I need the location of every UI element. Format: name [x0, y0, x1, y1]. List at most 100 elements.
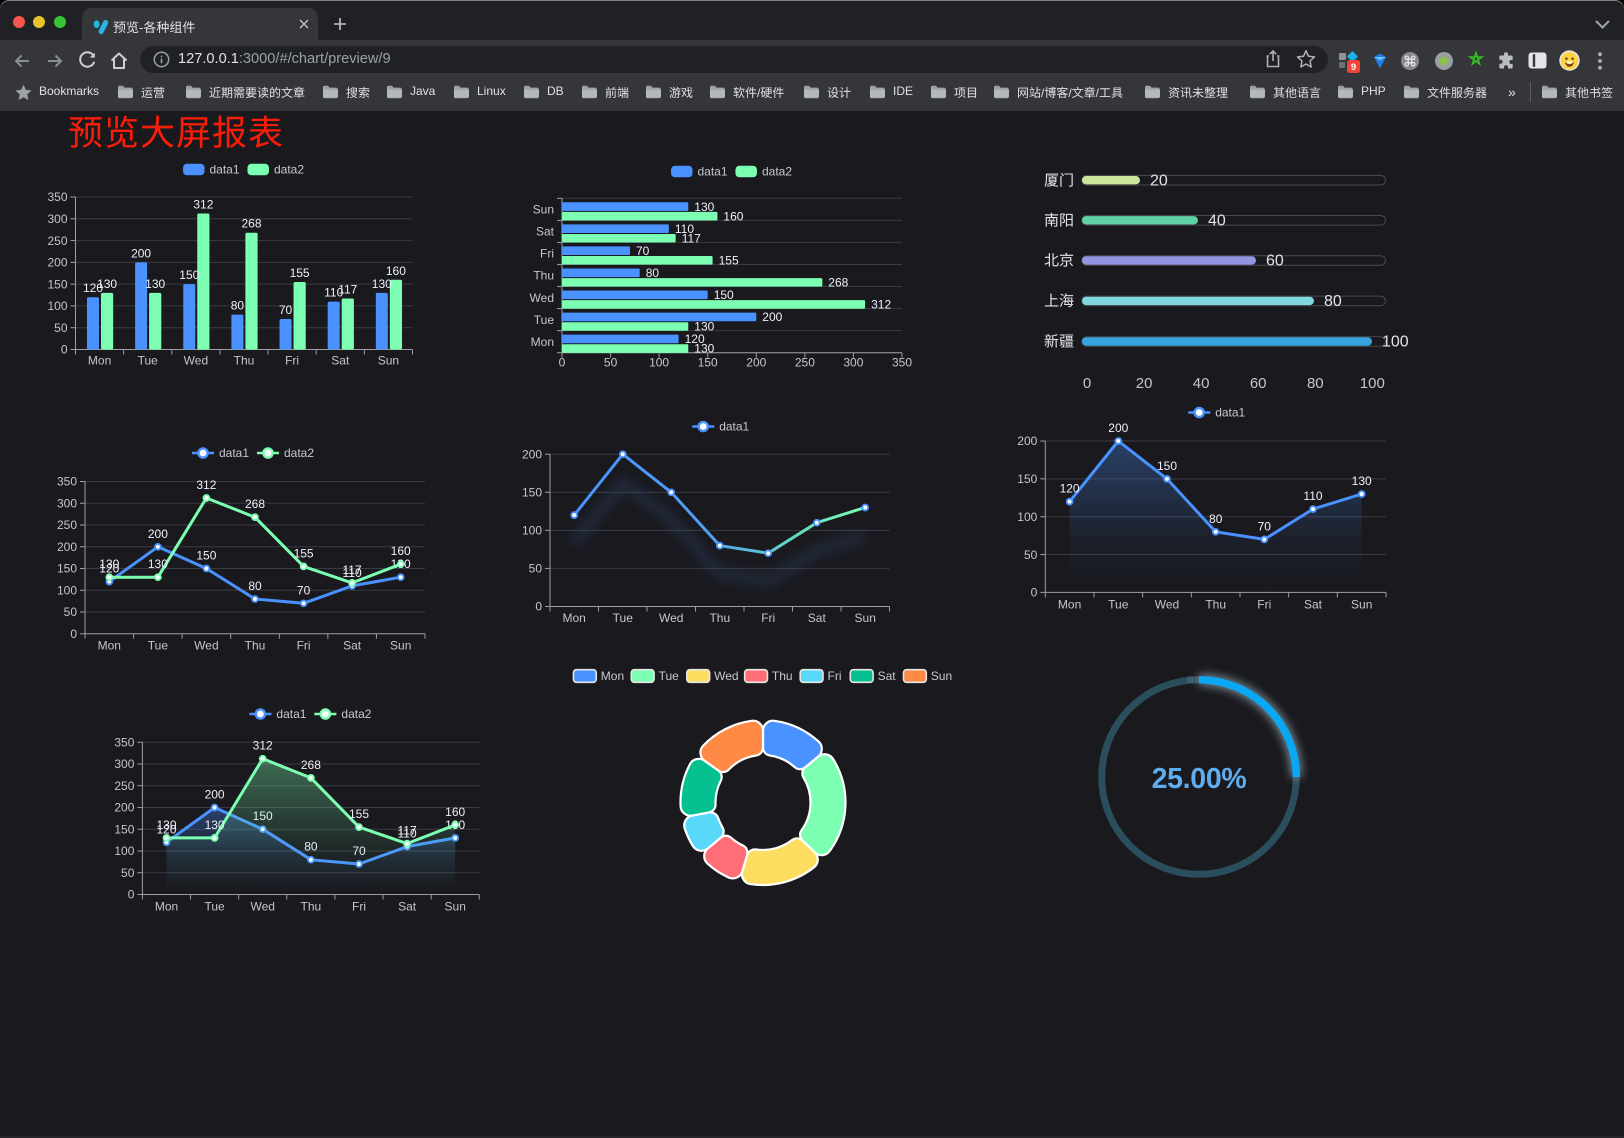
svg-text:Fri: Fri: [540, 247, 554, 261]
svg-text:Thu: Thu: [234, 354, 255, 368]
svg-text:110: 110: [343, 566, 362, 580]
svg-text:Sat: Sat: [1304, 598, 1323, 612]
svg-text:南阳: 南阳: [1044, 213, 1074, 230]
svg-text:Sat: Sat: [536, 225, 555, 239]
svg-text:新疆: 新疆: [1044, 334, 1074, 351]
svg-text:Fri: Fri: [761, 611, 775, 625]
svg-text:Mon: Mon: [88, 354, 111, 368]
svg-text:150: 150: [57, 562, 77, 576]
svg-text:268: 268: [301, 758, 321, 772]
svg-text:117: 117: [398, 824, 417, 838]
svg-text:150: 150: [1157, 459, 1177, 473]
svg-text:200: 200: [114, 801, 134, 815]
svg-text:Sat: Sat: [878, 669, 897, 683]
svg-text:Sun: Sun: [855, 611, 876, 625]
svg-text:350: 350: [57, 475, 77, 489]
svg-text:Mon: Mon: [531, 335, 554, 349]
svg-text:200: 200: [1108, 421, 1128, 435]
svg-text:上海: 上海: [1044, 293, 1074, 310]
svg-text:Tue: Tue: [659, 669, 680, 683]
svg-text:Sun: Sun: [1351, 598, 1372, 612]
svg-text:110: 110: [324, 286, 343, 300]
svg-text:130: 130: [97, 277, 117, 291]
svg-text:117: 117: [682, 232, 701, 246]
svg-text:110: 110: [398, 827, 417, 841]
svg-text:data2: data2: [341, 707, 371, 721]
svg-text:data2: data2: [762, 165, 792, 179]
svg-text:250: 250: [795, 356, 815, 370]
svg-text:0: 0: [1083, 375, 1091, 392]
svg-text:350: 350: [114, 735, 134, 749]
svg-text:160: 160: [445, 805, 465, 819]
svg-text:80: 80: [231, 299, 245, 313]
svg-text:data2: data2: [274, 163, 304, 177]
svg-text:50: 50: [64, 605, 78, 619]
svg-text:300: 300: [47, 212, 67, 226]
svg-text:130: 130: [148, 557, 168, 571]
svg-text:25.00%: 25.00%: [1152, 763, 1247, 795]
svg-text:Tue: Tue: [204, 900, 225, 914]
svg-text:Tue: Tue: [1108, 598, 1129, 612]
svg-text:100: 100: [1360, 375, 1385, 392]
svg-text:150: 150: [522, 486, 542, 500]
svg-text:150: 150: [1017, 472, 1037, 486]
svg-text:40: 40: [1193, 375, 1210, 392]
svg-text:250: 250: [57, 518, 77, 532]
svg-text:300: 300: [57, 497, 77, 511]
svg-text:Tue: Tue: [613, 611, 634, 625]
svg-text:117: 117: [338, 283, 357, 297]
svg-text:50: 50: [529, 562, 543, 576]
svg-text:Thu: Thu: [245, 638, 266, 652]
svg-text:20: 20: [1150, 172, 1168, 189]
svg-text:Sun: Sun: [390, 638, 411, 652]
svg-text:data1: data1: [219, 446, 249, 460]
svg-text:110: 110: [675, 222, 694, 236]
svg-text:50: 50: [54, 321, 68, 335]
svg-text:155: 155: [294, 546, 314, 560]
svg-text:120: 120: [99, 562, 119, 576]
svg-text:100: 100: [114, 844, 134, 858]
svg-text:100: 100: [649, 356, 669, 370]
svg-text:120: 120: [83, 281, 103, 295]
svg-text:Sun: Sun: [931, 669, 952, 683]
svg-text:Tue: Tue: [148, 638, 169, 652]
svg-text:北京: 北京: [1044, 253, 1074, 270]
svg-text:160: 160: [391, 544, 411, 558]
svg-text:130: 130: [694, 320, 714, 334]
svg-text:120: 120: [1060, 482, 1080, 496]
svg-text:Mon: Mon: [563, 611, 586, 625]
svg-text:50: 50: [1024, 548, 1038, 562]
svg-text:200: 200: [1017, 434, 1037, 448]
svg-text:20: 20: [1136, 375, 1153, 392]
svg-text:80: 80: [646, 266, 660, 280]
svg-text:50: 50: [121, 866, 135, 880]
svg-text:130: 130: [1352, 474, 1372, 488]
svg-text:130: 130: [205, 818, 225, 832]
svg-text:Wed: Wed: [194, 638, 218, 652]
svg-text:50: 50: [604, 356, 618, 370]
svg-text:130: 130: [372, 277, 392, 291]
svg-text:155: 155: [290, 266, 310, 280]
svg-text:Sun: Sun: [533, 203, 554, 217]
svg-text:Thu: Thu: [301, 900, 322, 914]
svg-text:110: 110: [1303, 489, 1322, 503]
svg-text:Sat: Sat: [808, 611, 827, 625]
svg-text:data1: data1: [1215, 406, 1245, 420]
svg-text:Thu: Thu: [709, 611, 730, 625]
svg-text:80: 80: [1324, 293, 1342, 310]
svg-text:268: 268: [241, 217, 261, 231]
svg-text:data1: data1: [276, 707, 306, 721]
svg-text:0: 0: [535, 600, 542, 614]
svg-text:130: 130: [694, 342, 714, 356]
svg-text:Fri: Fri: [297, 638, 311, 652]
svg-text:300: 300: [114, 757, 134, 771]
svg-text:0: 0: [1031, 586, 1038, 600]
svg-text:200: 200: [148, 527, 168, 541]
svg-text:Wed: Wed: [250, 900, 274, 914]
svg-text:268: 268: [245, 497, 265, 511]
svg-text:200: 200: [47, 256, 67, 270]
svg-text:Wed: Wed: [714, 669, 738, 683]
svg-text:200: 200: [57, 540, 77, 554]
svg-text:268: 268: [828, 276, 848, 290]
svg-text:Wed: Wed: [184, 354, 208, 368]
